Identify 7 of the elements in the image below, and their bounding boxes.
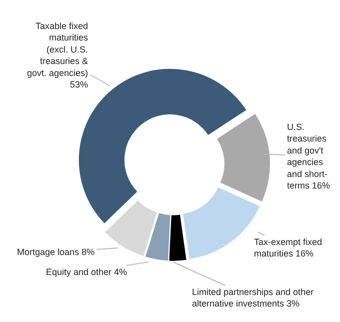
slice-label: Limited partnerships and other alternative investments 3% xyxy=(192,287,314,309)
slice-label: Tax-exempt fixed maturities 16% xyxy=(254,237,322,259)
data-label: 53% xyxy=(70,80,88,90)
slice-label: Equity and other 4% xyxy=(46,267,128,277)
slice-label: Taxable fixed maturities (excl. U.S. treasuries & govt. agencies) xyxy=(27,21,89,78)
slice-label: Mortgage loans 8% xyxy=(17,247,95,257)
slice-label: U.S. treasuries and gov't agencies and short-terms 16% xyxy=(287,122,330,190)
